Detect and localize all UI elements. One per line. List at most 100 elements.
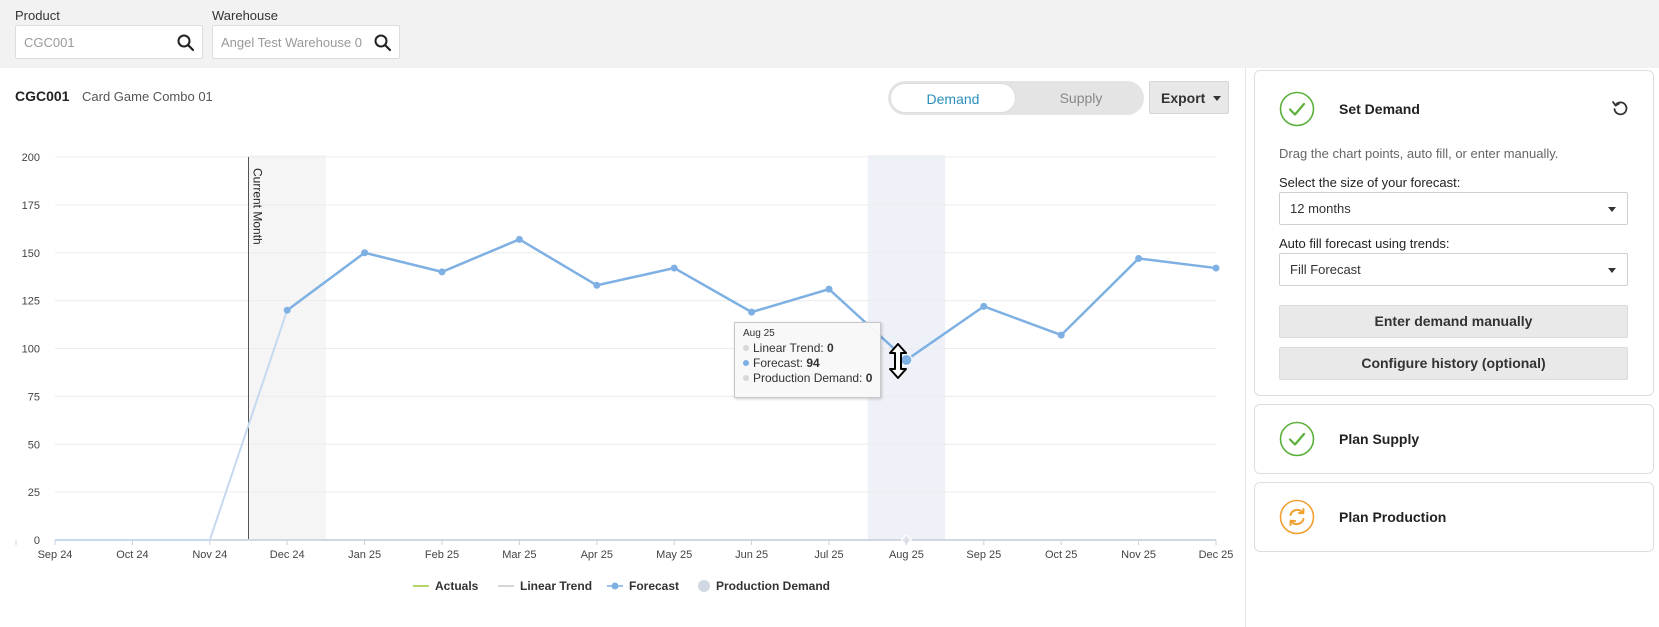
product-search-box — [15, 25, 203, 59]
y-tick-label: 0 — [34, 535, 40, 547]
forecast-point — [1212, 264, 1220, 272]
x-tick-label: Sep 25 — [966, 549, 1001, 561]
warehouse-filter-label: Warehouse — [212, 8, 278, 23]
export-button[interactable]: Export — [1149, 81, 1229, 114]
refresh-circle-icon — [1279, 499, 1315, 535]
forecast-point — [283, 306, 291, 314]
chevron-down-icon — [1213, 96, 1221, 101]
tooltip-row-forecast: Forecast: 94 — [743, 356, 872, 371]
forecast-point — [515, 235, 523, 243]
workflow-panel: Set Demand Drag the chart points, auto f… — [1246, 68, 1659, 627]
chart-tooltip: Aug 25 Linear Trend: 0 Forecast: 94 Prod… — [734, 322, 881, 398]
search-icon[interactable] — [373, 33, 393, 53]
chevron-down-icon — [1608, 268, 1616, 273]
x-tick-label: Feb 25 — [425, 549, 459, 561]
autofill-value: Fill Forecast — [1290, 262, 1361, 277]
tooltip-date: Aug 25 — [743, 328, 775, 339]
demand-supply-toggle: Demand Supply — [888, 81, 1144, 115]
legend-label: Production Demand — [716, 579, 830, 593]
forecast-size-label: Select the size of your forecast: — [1279, 175, 1461, 190]
legend-label: Forecast — [629, 579, 679, 593]
forecast-size-value: 12 months — [1290, 201, 1351, 216]
tooltip-label: Linear Trend: — [753, 341, 828, 355]
product-search-input[interactable] — [16, 26, 166, 58]
warehouse-search-input[interactable] — [213, 26, 363, 58]
x-tick-label: Dec 25 — [1199, 549, 1234, 561]
y-tick-label: 175 — [22, 200, 40, 212]
y-tick-label: 25 — [28, 487, 40, 499]
tooltip-dot — [743, 344, 749, 351]
filter-bar: Product Warehouse — [0, 0, 1659, 68]
plan-supply-card[interactable]: Plan Supply — [1254, 404, 1654, 474]
set-demand-title: Set Demand — [1339, 101, 1420, 117]
tooltip-row-linear-trend: Linear Trend: 0 — [743, 341, 872, 356]
x-tick-label: Jun 25 — [735, 549, 768, 561]
autofill-select[interactable]: Fill Forecast — [1279, 253, 1628, 286]
x-tick-label: Dec 24 — [270, 549, 305, 561]
y-tick-label: 200 — [22, 152, 40, 164]
tooltip-label: Production Demand: — [753, 371, 866, 385]
x-tick-label: Apr 25 — [581, 549, 613, 561]
supply-toggle-option[interactable]: Supply — [1059, 90, 1103, 106]
set-demand-card: Set Demand Drag the chart points, auto f… — [1254, 70, 1654, 396]
forecast-point — [825, 285, 833, 293]
export-label: Export — [1161, 89, 1206, 106]
x-tick-label: Nov 25 — [1121, 549, 1156, 561]
x-tick-label: Aug 25 — [889, 549, 924, 561]
forecast-point — [593, 281, 601, 289]
legend-marker — [698, 580, 710, 592]
y-tick-label: 125 — [22, 296, 40, 308]
forecast-point — [1057, 331, 1065, 339]
x-tick-label: Jul 25 — [814, 549, 843, 561]
x-tick-label: Oct 25 — [1045, 549, 1077, 561]
reset-icon[interactable] — [1611, 99, 1629, 117]
current-month-band — [248, 155, 326, 540]
configure-history-button[interactable]: Configure history (optional) — [1279, 347, 1628, 380]
product-code: CGC001 — [15, 88, 70, 104]
forecast-point — [361, 249, 369, 257]
product-filter: Product — [15, 8, 203, 59]
y-tick-label: 50 — [28, 439, 40, 451]
current-month-label: Current Month — [251, 168, 265, 245]
vertical-resize-cursor-icon — [889, 343, 907, 379]
check-circle-icon — [1279, 91, 1315, 127]
legend-marker-dot — [611, 582, 619, 590]
y-tick-label: 150 — [22, 248, 40, 260]
product-filter-label: Product — [15, 8, 60, 23]
y-tick-label: 100 — [22, 344, 40, 356]
search-icon[interactable] — [176, 33, 196, 53]
warehouse-filter: Warehouse — [212, 8, 400, 59]
product-name: Card Game Combo 01 — [82, 89, 213, 104]
tooltip-dot — [743, 374, 749, 381]
enter-demand-manually-button[interactable]: Enter demand manually — [1279, 305, 1628, 338]
tooltip-dot — [743, 359, 749, 366]
check-circle-icon — [1279, 421, 1315, 457]
x-tick-label: May 25 — [656, 549, 692, 561]
legend-label: Linear Trend — [520, 579, 592, 593]
demand-chart[interactable]: Current Month 0 25 50 75 100 125 150 175 200 Sep … — [0, 68, 1246, 627]
x-tick-label: Oct 24 — [116, 549, 148, 561]
x-tick-label: Mar 25 — [502, 549, 536, 561]
x-tick-label: Jan 25 — [348, 549, 381, 561]
tooltip-value: 0 — [865, 371, 873, 385]
forecast-size-select[interactable]: 12 months — [1279, 192, 1628, 225]
tooltip-value: 94 — [806, 356, 820, 370]
warehouse-search-box — [212, 25, 400, 59]
tooltip-row-production-demand: Production Demand: 0 — [743, 371, 872, 386]
demand-toggle-option[interactable]: Demand — [890, 83, 1016, 113]
forecast-point — [1135, 254, 1143, 262]
y-tick-label: 75 — [28, 391, 40, 403]
forecast-point — [670, 264, 678, 272]
forecast-point — [748, 308, 756, 316]
plan-production-card[interactable]: Plan Production — [1254, 482, 1654, 552]
set-demand-description: Drag the chart points, auto fill, or ent… — [1279, 146, 1559, 161]
tooltip-value: 0 — [827, 341, 834, 355]
forecast-point — [438, 268, 446, 276]
chevron-down-icon — [1608, 207, 1616, 212]
linear-trend-line — [55, 309, 289, 541]
autofill-label: Auto fill forecast using trends: — [1279, 236, 1450, 251]
chart-panel: CGC001 Card Game Combo 01 Demand Supply … — [0, 68, 1246, 627]
tooltip-label: Forecast: — [753, 356, 807, 370]
plan-production-title: Plan Production — [1339, 509, 1447, 525]
x-tick-label: Nov 24 — [192, 549, 227, 561]
